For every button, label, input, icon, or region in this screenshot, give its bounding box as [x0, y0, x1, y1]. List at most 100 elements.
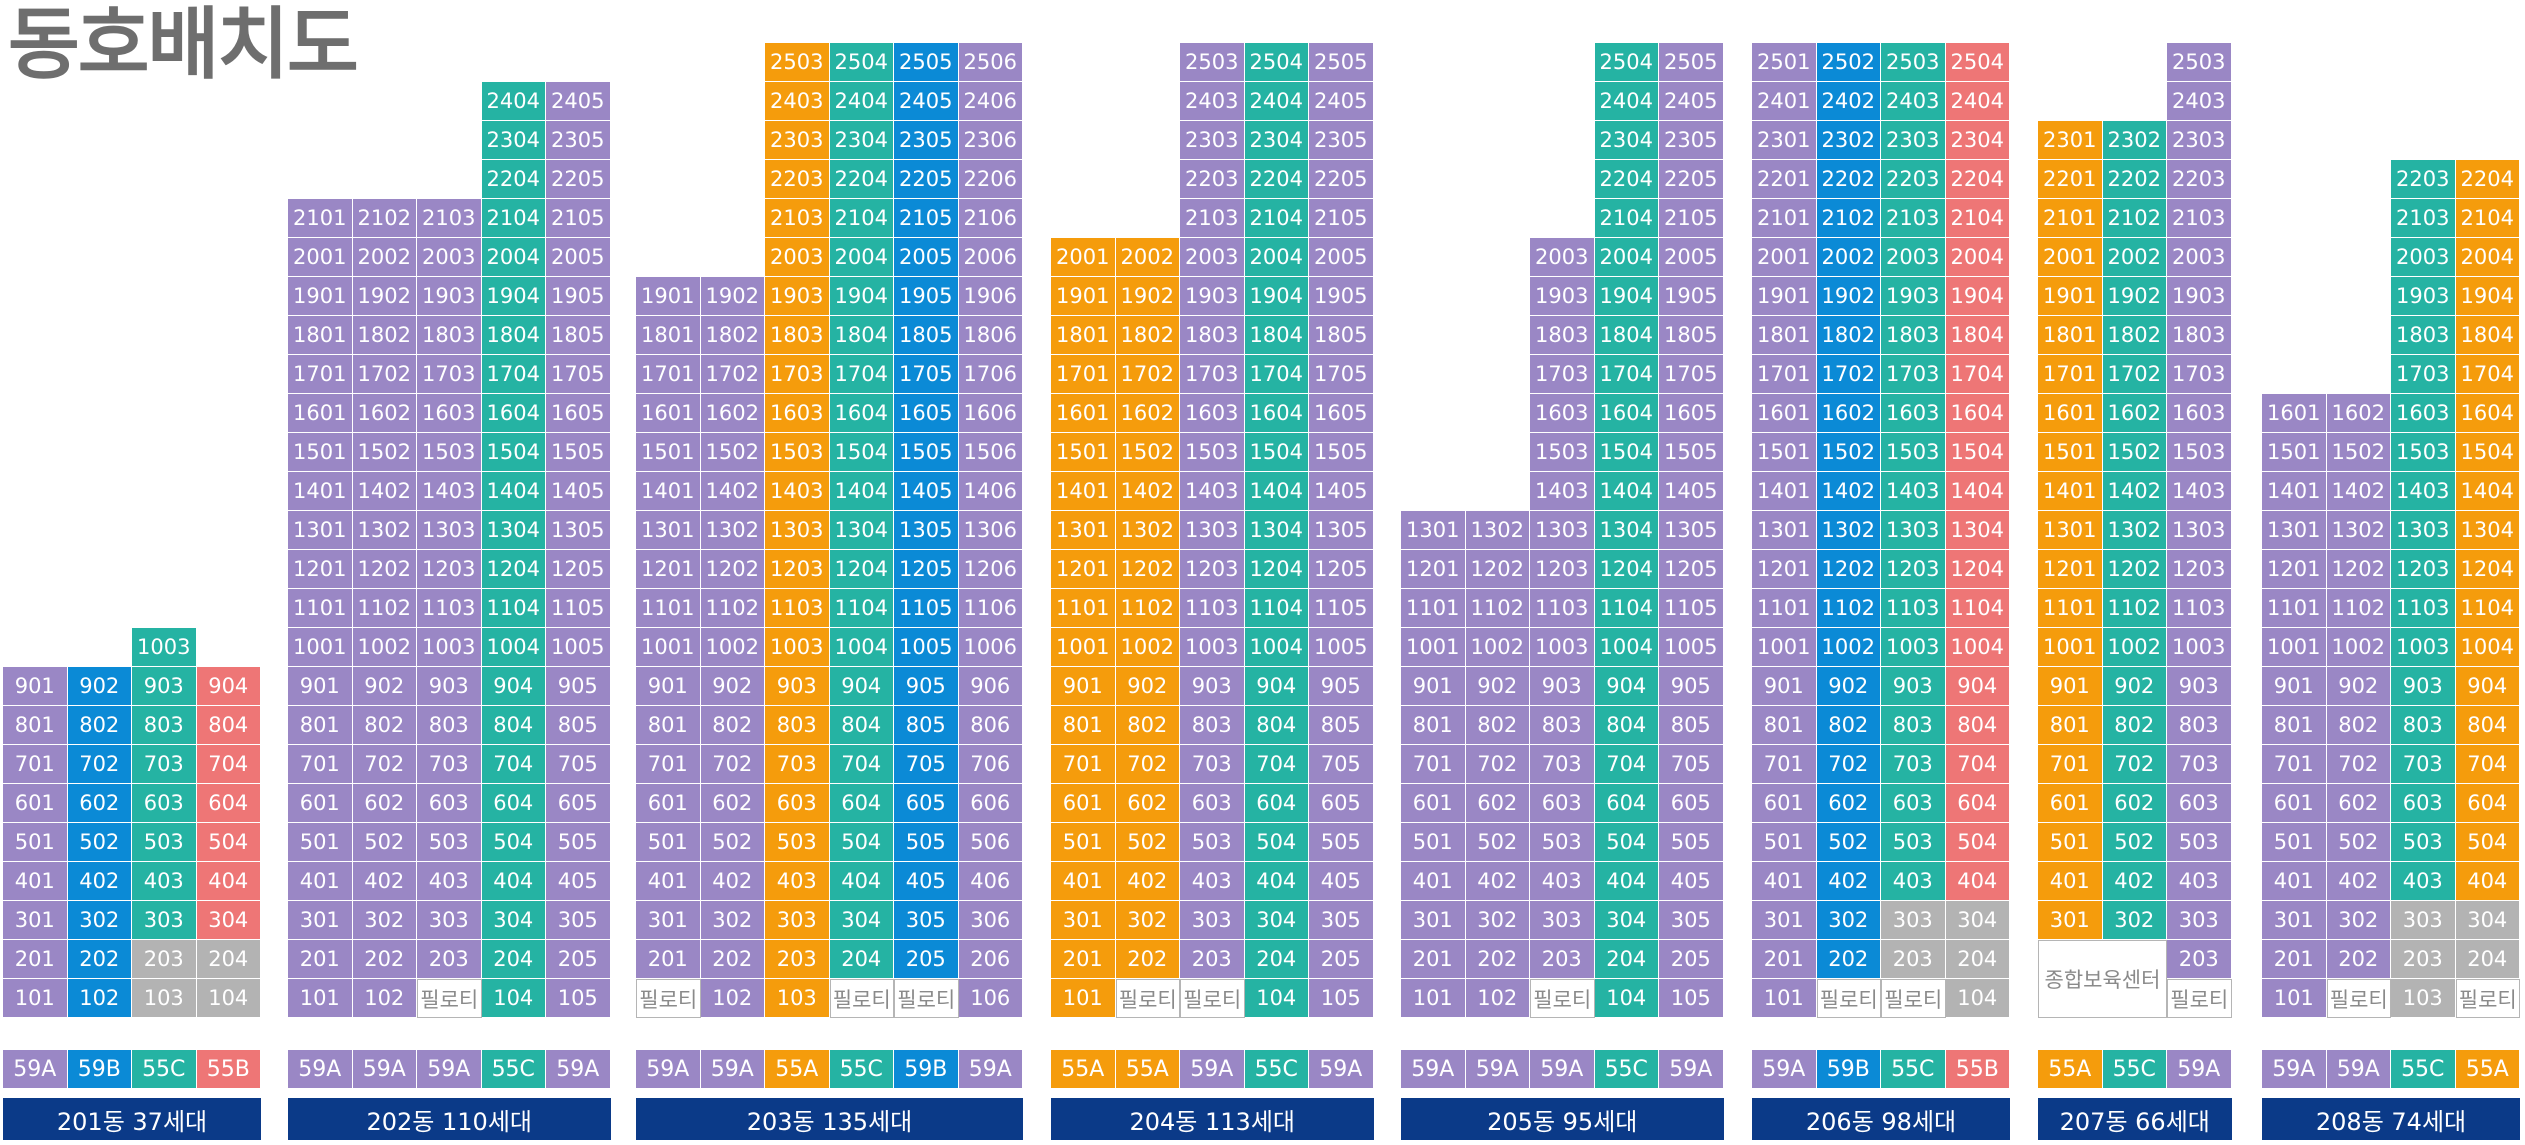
unit-cell[interactable]: 1801 — [2038, 316, 2103, 355]
unit-cell[interactable]: 1704 — [1244, 355, 1309, 394]
unit-cell[interactable]: 1303 — [2391, 511, 2456, 550]
unit-cell[interactable]: 2503 — [1881, 43, 1946, 82]
unit-cell[interactable]: 702 — [2326, 745, 2391, 784]
unit-cell[interactable]: 601 — [1401, 784, 1466, 823]
unit-cell[interactable]: 1204 — [481, 550, 546, 589]
unit-cell[interactable]: 302 — [1816, 901, 1881, 940]
unit-cell[interactable]: 1904 — [1594, 277, 1659, 316]
unit-cell[interactable]: 2005 — [1659, 238, 1724, 277]
unit-cell[interactable]: 2101 — [2038, 199, 2103, 238]
unit-cell[interactable]: 1604 — [1594, 394, 1659, 433]
unit-cell[interactable]: 1804 — [1945, 316, 2010, 355]
unit-cell[interactable]: 801 — [636, 706, 701, 745]
unit-cell[interactable]: 503 — [2167, 823, 2232, 862]
unit-cell[interactable]: 1304 — [481, 511, 546, 550]
unit-cell[interactable]: 405 — [1309, 862, 1374, 901]
unit-cell[interactable]: 403 — [2167, 862, 2232, 901]
unit-cell[interactable]: 1005 — [1309, 628, 1374, 667]
unit-cell[interactable]: 803 — [1530, 706, 1595, 745]
unit-cell[interactable]: 2404 — [1244, 82, 1309, 121]
unit-cell[interactable]: 1101 — [288, 589, 353, 628]
unit-cell[interactable]: 603 — [1881, 784, 1946, 823]
unit-cell[interactable]: 705 — [546, 745, 611, 784]
unit-cell[interactable]: 1501 — [2038, 433, 2103, 472]
unit-cell[interactable]: 502 — [1465, 823, 1530, 862]
unit-cell[interactable]: 1203 — [1881, 550, 1946, 589]
unit-cell[interactable]: 1403 — [765, 472, 830, 511]
unit-cell[interactable]: 2003 — [1530, 238, 1595, 277]
unit-cell[interactable]: 205 — [546, 940, 611, 979]
unit-cell[interactable]: 1004 — [1244, 628, 1309, 667]
unit-cell[interactable]: 805 — [1309, 706, 1374, 745]
unit-cell[interactable]: 1105 — [894, 589, 959, 628]
unit-cell[interactable]: 2303 — [1180, 121, 1245, 160]
unit-cell[interactable]: 404 — [1945, 862, 2010, 901]
unit-cell[interactable]: 2405 — [1309, 82, 1374, 121]
unit-cell[interactable]: 1101 — [1051, 589, 1116, 628]
unit-cell[interactable]: 1503 — [1180, 433, 1245, 472]
unit-cell[interactable]: 1706 — [958, 355, 1023, 394]
unit-cell[interactable]: 1003 — [132, 628, 197, 667]
unit-cell[interactable]: 705 — [1309, 745, 1374, 784]
unit-cell[interactable]: 203 — [2391, 940, 2456, 979]
unit-cell[interactable]: 1802 — [352, 316, 417, 355]
unit-cell[interactable]: 1202 — [1816, 550, 1881, 589]
unit-cell[interactable]: 401 — [1752, 862, 1817, 901]
unit-cell[interactable]: 403 — [417, 862, 482, 901]
unit-cell[interactable]: 2003 — [2167, 238, 2232, 277]
unit-cell[interactable]: 2003 — [1180, 238, 1245, 277]
unit-cell[interactable]: 1701 — [288, 355, 353, 394]
unit-cell[interactable]: 504 — [1945, 823, 2010, 862]
unit-cell[interactable]: 1201 — [288, 550, 353, 589]
unit-cell[interactable]: 301 — [636, 901, 701, 940]
unit-cell[interactable]: 1401 — [1051, 472, 1116, 511]
unit-cell[interactable]: 604 — [1945, 784, 2010, 823]
unit-cell[interactable]: 1402 — [1816, 472, 1881, 511]
unit-cell[interactable]: 1402 — [2102, 472, 2167, 511]
unit-cell[interactable]: 405 — [1659, 862, 1724, 901]
unit-cell[interactable]: 201 — [1051, 940, 1116, 979]
unit-cell[interactable]: 1402 — [2326, 472, 2391, 511]
unit-cell[interactable]: 802 — [2326, 706, 2391, 745]
unit-cell[interactable]: 1203 — [765, 550, 830, 589]
unit-cell[interactable]: 2405 — [1659, 82, 1724, 121]
unit-cell[interactable]: 1603 — [1881, 394, 1946, 433]
unit-cell[interactable]: 302 — [2102, 901, 2167, 940]
unit-cell[interactable]: 2004 — [481, 238, 546, 277]
unit-cell[interactable]: 2403 — [765, 82, 830, 121]
unit-cell[interactable]: 502 — [67, 823, 132, 862]
unit-cell[interactable]: 1204 — [1244, 550, 1309, 589]
unit-cell[interactable]: 902 — [67, 667, 132, 706]
unit-cell[interactable]: 203 — [1881, 940, 1946, 979]
unit-cell[interactable]: 1603 — [2167, 394, 2232, 433]
unit-cell[interactable]: 1102 — [1816, 589, 1881, 628]
unit-cell[interactable]: 2001 — [1051, 238, 1116, 277]
unit-cell[interactable]: 201 — [3, 940, 68, 979]
unit-cell[interactable]: 306 — [958, 901, 1023, 940]
unit-cell[interactable]: 103 — [2391, 979, 2456, 1018]
unit-cell[interactable]: 1902 — [352, 277, 417, 316]
unit-cell[interactable]: 1603 — [765, 394, 830, 433]
unit-cell[interactable]: 2403 — [1881, 82, 1946, 121]
unit-cell[interactable]: 505 — [1309, 823, 1374, 862]
unit-cell[interactable]: 101 — [1752, 979, 1817, 1018]
unit-cell[interactable]: 806 — [958, 706, 1023, 745]
unit-cell[interactable]: 703 — [1881, 745, 1946, 784]
unit-cell[interactable]: 301 — [2262, 901, 2327, 940]
unit-cell[interactable]: 1002 — [1465, 628, 1530, 667]
unit-cell[interactable]: 201 — [288, 940, 353, 979]
unit-cell[interactable]: 1001 — [2038, 628, 2103, 667]
unit-cell[interactable]: 2406 — [958, 82, 1023, 121]
unit-cell[interactable]: 1003 — [1180, 628, 1245, 667]
building-label[interactable]: 205동 95세대 — [1401, 1098, 1724, 1140]
unit-cell[interactable]: 1401 — [1752, 472, 1817, 511]
unit-cell[interactable]: 2203 — [1881, 160, 1946, 199]
unit-cell[interactable]: 101 — [2262, 979, 2327, 1018]
unit-cell[interactable]: 1901 — [1752, 277, 1817, 316]
unit-cell[interactable]: 704 — [2455, 745, 2520, 784]
unit-cell[interactable]: 203 — [132, 940, 197, 979]
unit-cell[interactable]: 1001 — [1401, 628, 1466, 667]
unit-cell[interactable]: 1104 — [1945, 589, 2010, 628]
unit-cell[interactable]: 2301 — [2038, 121, 2103, 160]
unit-cell[interactable]: 2003 — [1881, 238, 1946, 277]
